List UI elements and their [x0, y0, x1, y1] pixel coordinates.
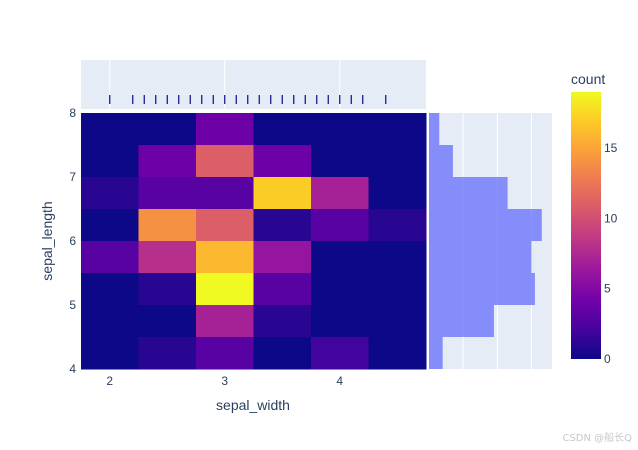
- heatmap-cell: [368, 273, 427, 306]
- heatmap-cell: [138, 337, 197, 370]
- heatmap-cell: [81, 241, 139, 274]
- colorbar-tick-label: 5: [604, 282, 611, 296]
- y-tick-label: 4: [69, 362, 76, 376]
- histogram-bar: [429, 145, 453, 177]
- rug-plot: [81, 60, 426, 109]
- heatmap-cell: [311, 305, 369, 338]
- histogram-bar: [429, 273, 535, 305]
- heatmap-cell: [196, 113, 254, 146]
- heatmap-cell: [81, 177, 139, 210]
- heatmap-cell: [196, 305, 254, 338]
- colorbar-tick-label: 15: [604, 141, 618, 155]
- heatmap-cell: [138, 305, 197, 338]
- x-axis-title: sepal_width: [216, 397, 290, 413]
- axes: sepal_width sepal_length 2 3 4 4 5 6 7 8: [39, 106, 343, 413]
- heatmap-cell: [311, 177, 369, 210]
- heatmap-cell: [81, 337, 139, 370]
- watermark: CSDN @船长Q: [562, 433, 632, 444]
- heatmap-cell: [368, 113, 427, 146]
- histogram-bar: [429, 241, 532, 273]
- histogram-bar: [429, 305, 494, 337]
- heatmap-cell: [138, 177, 197, 210]
- y-axis-title: sepal_length: [39, 201, 55, 280]
- histogram-bar: [429, 113, 440, 145]
- heatmap-cell: [138, 241, 197, 274]
- heatmap-cell: [138, 145, 197, 178]
- heatmap-cell: [196, 337, 254, 370]
- heatmap-plot: [81, 113, 427, 370]
- heatmap-cell: [196, 241, 254, 274]
- heatmap-cell: [368, 145, 427, 178]
- y-tick-label: 7: [69, 170, 76, 184]
- x-tick-label: 3: [221, 374, 228, 388]
- heatmap-cell: [368, 177, 427, 210]
- marginal-histogram: [429, 113, 552, 369]
- histogram-bar: [429, 337, 443, 369]
- colorbar-tick-label: 0: [604, 352, 611, 366]
- heatmap-cell: [196, 145, 254, 178]
- heatmap-cell: [368, 305, 427, 338]
- heatmap-cell: [368, 337, 427, 370]
- heatmap-cell: [253, 113, 312, 146]
- heatmap-cell: [253, 209, 312, 242]
- heatmap-cell: [138, 113, 197, 146]
- x-tick-label: 4: [336, 374, 343, 388]
- heatmap-cell: [138, 273, 197, 306]
- heatmap-cell: [81, 273, 139, 306]
- histogram-bar: [429, 177, 508, 209]
- colorbar-tick-label: 10: [604, 211, 618, 225]
- heatmap-cell: [81, 145, 139, 178]
- heatmap-cell: [311, 337, 369, 370]
- heatmap-cell: [253, 305, 312, 338]
- colorbar-title: count: [571, 71, 605, 87]
- rug-plot-background: [81, 60, 426, 109]
- y-tick-label: 8: [69, 106, 76, 120]
- heatmap-cell: [253, 337, 312, 370]
- heatmap-cell: [311, 209, 369, 242]
- heatmap-cell: [311, 241, 369, 274]
- colorbar-gradient: [571, 92, 601, 359]
- heatmap-cell: [253, 177, 312, 210]
- y-tick-label: 6: [69, 234, 76, 248]
- heatmap-cell: [196, 177, 254, 210]
- colorbar: count 0 5 10 15: [571, 71, 618, 366]
- heatmap-cell: [368, 241, 427, 274]
- y-tick-label: 5: [69, 298, 76, 312]
- heatmap-cell: [311, 145, 369, 178]
- heatmap-cell: [253, 145, 312, 178]
- heatmap-cell: [368, 209, 427, 242]
- heatmap-cell: [311, 113, 369, 146]
- heatmap-cell: [196, 273, 254, 306]
- heatmap-cell: [81, 305, 139, 338]
- heatmap-cell: [253, 241, 312, 274]
- heatmap-cell: [138, 209, 197, 242]
- x-tick-label: 2: [106, 374, 113, 388]
- heatmap-cell: [81, 209, 139, 242]
- heatmap-cell: [196, 209, 254, 242]
- heatmap-cell: [81, 113, 139, 146]
- heatmap-cell: [253, 273, 312, 306]
- histogram-bar: [429, 209, 542, 241]
- heatmap-cell: [311, 273, 369, 306]
